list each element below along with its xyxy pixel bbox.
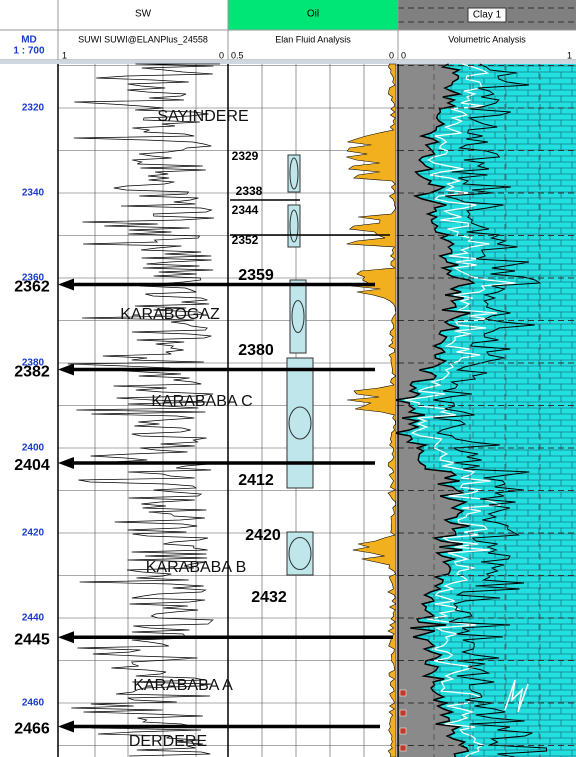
depth-label: 2380	[22, 358, 45, 369]
arrow-head	[58, 363, 74, 376]
flag	[399, 727, 407, 735]
zone-name: KARABABA C	[151, 393, 252, 410]
depth-annotation: 2359	[238, 267, 274, 284]
depth-annotation: 2352	[232, 233, 259, 247]
col-title: SW	[135, 9, 152, 20]
depth-label: 2320	[22, 103, 45, 114]
marker-label: 2404	[14, 457, 50, 474]
depth-annotation: 2338	[236, 184, 263, 198]
depth-label: 2420	[22, 528, 45, 539]
marker-label: 2466	[14, 721, 50, 738]
col-subtitle: Elan Fluid Analysis	[275, 34, 351, 44]
marker-label: 2362	[14, 279, 50, 296]
marker-lines	[230, 199, 390, 236]
perf-mark	[289, 209, 299, 243]
scale-left: 0.5	[231, 50, 244, 60]
depth-annotation: 2329	[232, 149, 259, 163]
flag	[399, 709, 407, 717]
depth-title: MD	[21, 35, 37, 46]
marker-label: 2382	[14, 364, 50, 381]
col-subtitle: SUWI SUWI@ELANPlus_24558	[78, 34, 208, 44]
depth-annotation: 2412	[238, 472, 274, 489]
scale-left: 1	[62, 50, 67, 60]
flag	[399, 689, 407, 697]
oil-header	[228, 0, 398, 30]
depth-annotation: 2432	[251, 589, 287, 606]
perf-mark	[288, 406, 312, 440]
flag	[399, 744, 407, 752]
zone-name: DERDERE	[129, 733, 207, 750]
zone-name: KARABABA A	[133, 677, 233, 694]
marker-label: 2445	[14, 631, 50, 648]
signature	[504, 679, 529, 713]
depth-label: 2400	[22, 443, 45, 454]
perf-mark	[288, 537, 312, 570]
clay-curve	[404, 63, 516, 757]
perf-box	[286, 531, 314, 576]
sw-curve	[67, 63, 220, 757]
zone-name: KARABOGAZ	[120, 306, 220, 323]
clay-edge	[394, 63, 476, 757]
arrow-head	[58, 720, 74, 733]
depth-label: 2440	[22, 613, 45, 624]
scale-left: 0	[401, 50, 406, 60]
col-subtitle: Volumetric Analysis	[448, 34, 526, 44]
scale-right: 0	[389, 50, 394, 60]
depth-label: 2460	[22, 698, 45, 709]
clay-curve	[433, 63, 548, 757]
perf-mark	[291, 300, 305, 333]
arrow-head	[58, 631, 74, 644]
col-title: Clay 1	[473, 10, 502, 21]
depth-annotation: 2420	[245, 527, 281, 544]
track-borders	[57, 64, 399, 757]
perf-box	[289, 279, 307, 354]
depth-annotation: 2344	[232, 203, 259, 217]
scale-right: 0	[219, 50, 224, 60]
log-layer: 2320 2340 2360 2380 2400 2420 2440 2460 SAYINDER…	[14, 63, 576, 757]
oil-fill	[346, 63, 397, 757]
clay-fill	[394, 64, 576, 757]
zone-name: SAYINDERE	[157, 108, 248, 125]
depth-scale: 1 : 700	[13, 46, 45, 57]
depth-label: 2360	[22, 273, 45, 284]
perf-mark	[289, 157, 299, 190]
separator	[0, 60, 576, 64]
depth-label: 2340	[22, 188, 45, 199]
scale-right: 1	[567, 50, 572, 60]
perf-box	[286, 357, 314, 489]
tracks-bg	[0, 64, 398, 757]
clay-title-box	[467, 7, 507, 23]
zone-name: KARABABA B	[146, 559, 247, 576]
arrow-head	[58, 278, 74, 291]
col-title: Oil	[307, 9, 319, 20]
depth-annotation: 2380	[238, 342, 274, 359]
arrow-head	[58, 457, 74, 469]
